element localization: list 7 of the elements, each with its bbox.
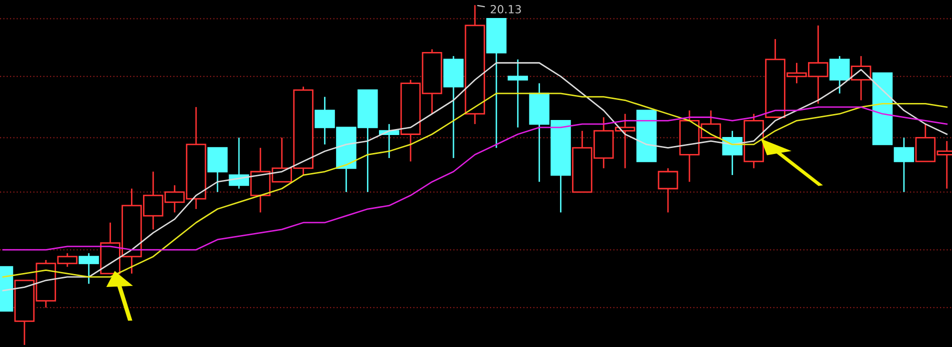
annotation: 20.13 [490,5,521,14]
candlestick [207,147,228,193]
candlestick [894,136,914,193]
candlestick [658,168,678,214]
candlestick [78,252,99,284]
candlestick [508,58,528,128]
candlestick [829,55,850,94]
